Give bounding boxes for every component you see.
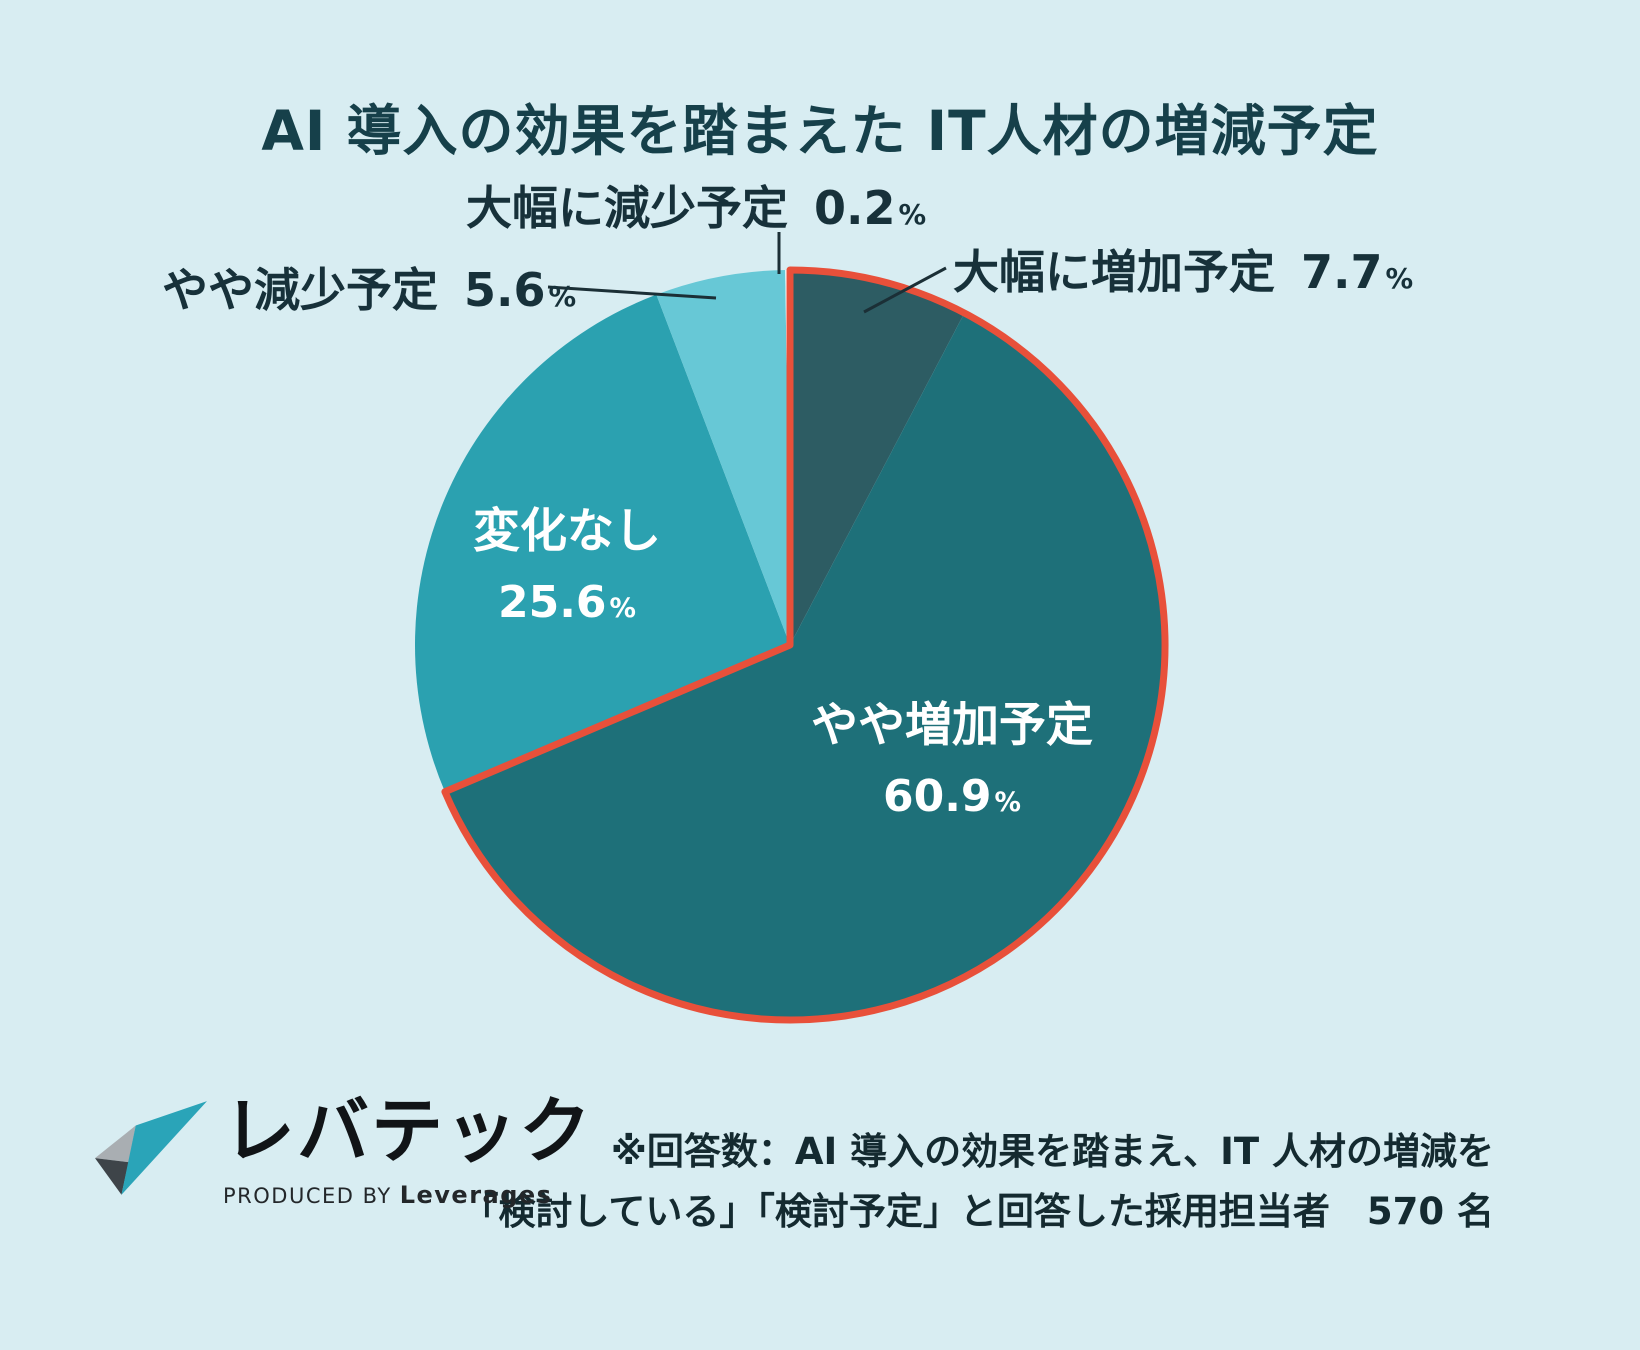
- callout-increase-major-label: 大幅に増加予定: [953, 245, 1275, 299]
- callout-decrease-major-value: 0.2%: [814, 181, 926, 235]
- percent-sign: %: [548, 280, 577, 313]
- callout-decrease-slight-number: 5.6: [464, 263, 546, 317]
- logo-mark-teal-facet: [121, 1101, 207, 1195]
- percent-sign: %: [898, 198, 927, 231]
- slice-increase-slight-number: 60.9: [882, 771, 992, 822]
- pie-slice-3: [656, 270, 790, 645]
- levtech-logo: レバテック PRODUCED BY Leverages: [95, 1089, 594, 1209]
- callout-decrease-major-number: 0.2: [814, 181, 896, 235]
- page-title: AI 導入の効果を踏まえた IT人材の増減予定: [261, 99, 1379, 163]
- logo-produced-by-text: PRODUCED BY: [223, 1184, 392, 1209]
- callout-decrease-slight-label: やや減少予定: [162, 263, 438, 317]
- slice-label-no-change-text: 変化なし: [473, 504, 661, 559]
- logo-company-name: Leverages: [399, 1181, 553, 1210]
- percent-sign: %: [1385, 262, 1414, 295]
- slice-no-change-number: 25.6: [497, 577, 607, 628]
- pie-slice-0: [790, 270, 965, 645]
- pie-chart-svg: [414, 266, 1169, 1024]
- logo-wordmark: レバテック: [223, 1089, 594, 1173]
- callout-increase-major-number: 7.7: [1301, 245, 1383, 299]
- callout-decrease-slight-value: 5.6%: [464, 263, 576, 317]
- slice-label-increase-slight-value: 60.9%: [752, 771, 1152, 822]
- pie-chart: [395, 250, 1185, 1040]
- levtech-logo-mark-icon: [95, 1101, 207, 1195]
- percent-sign: %: [994, 787, 1021, 818]
- survey-footnote: ※回答数：AI 導入の効果を踏まえ、IT 人材の増減を 「検討している」「検討予…: [461, 1122, 1494, 1242]
- logo-mark-dark-facet: [95, 1158, 129, 1195]
- logo-produced-by: PRODUCED BY Leverages: [223, 1181, 593, 1209]
- slice-label-no-change: 変化なし 25.6%: [417, 492, 717, 628]
- slice-label-increase-slight: やや増加予定 60.9%: [752, 686, 1152, 822]
- survey-footnote-line1: ※回答数：AI 導入の効果を踏まえ、IT 人材の増減を: [610, 1130, 1494, 1173]
- pie-slice-2: [414, 294, 790, 792]
- logo-mark-gray-facet: [95, 1125, 136, 1163]
- slice-label-increase-slight-text: やや増加予定: [811, 698, 1093, 753]
- survey-footnote-line2: 「検討している」「検討予定」と回答した採用担当者 570 名: [461, 1189, 1494, 1233]
- callout-decrease-major-label: 大幅に減少予定: [466, 181, 788, 235]
- pie-slice-1: [444, 313, 1165, 1020]
- callout-increase-major-value: 7.7%: [1301, 245, 1413, 299]
- slice-label-no-change-value: 25.6%: [417, 577, 717, 628]
- callout-decrease-slight: やや減少予定 5.6%: [162, 254, 576, 320]
- logo-text-column: レバテック PRODUCED BY Leverages: [223, 1089, 594, 1209]
- callout-increase-major: 大幅に増加予定 7.7%: [953, 236, 1413, 302]
- highlight-outline-increase-group: [441, 266, 1169, 1024]
- callout-decrease-major: 大幅に減少予定 0.2%: [466, 172, 926, 238]
- percent-sign: %: [609, 593, 636, 624]
